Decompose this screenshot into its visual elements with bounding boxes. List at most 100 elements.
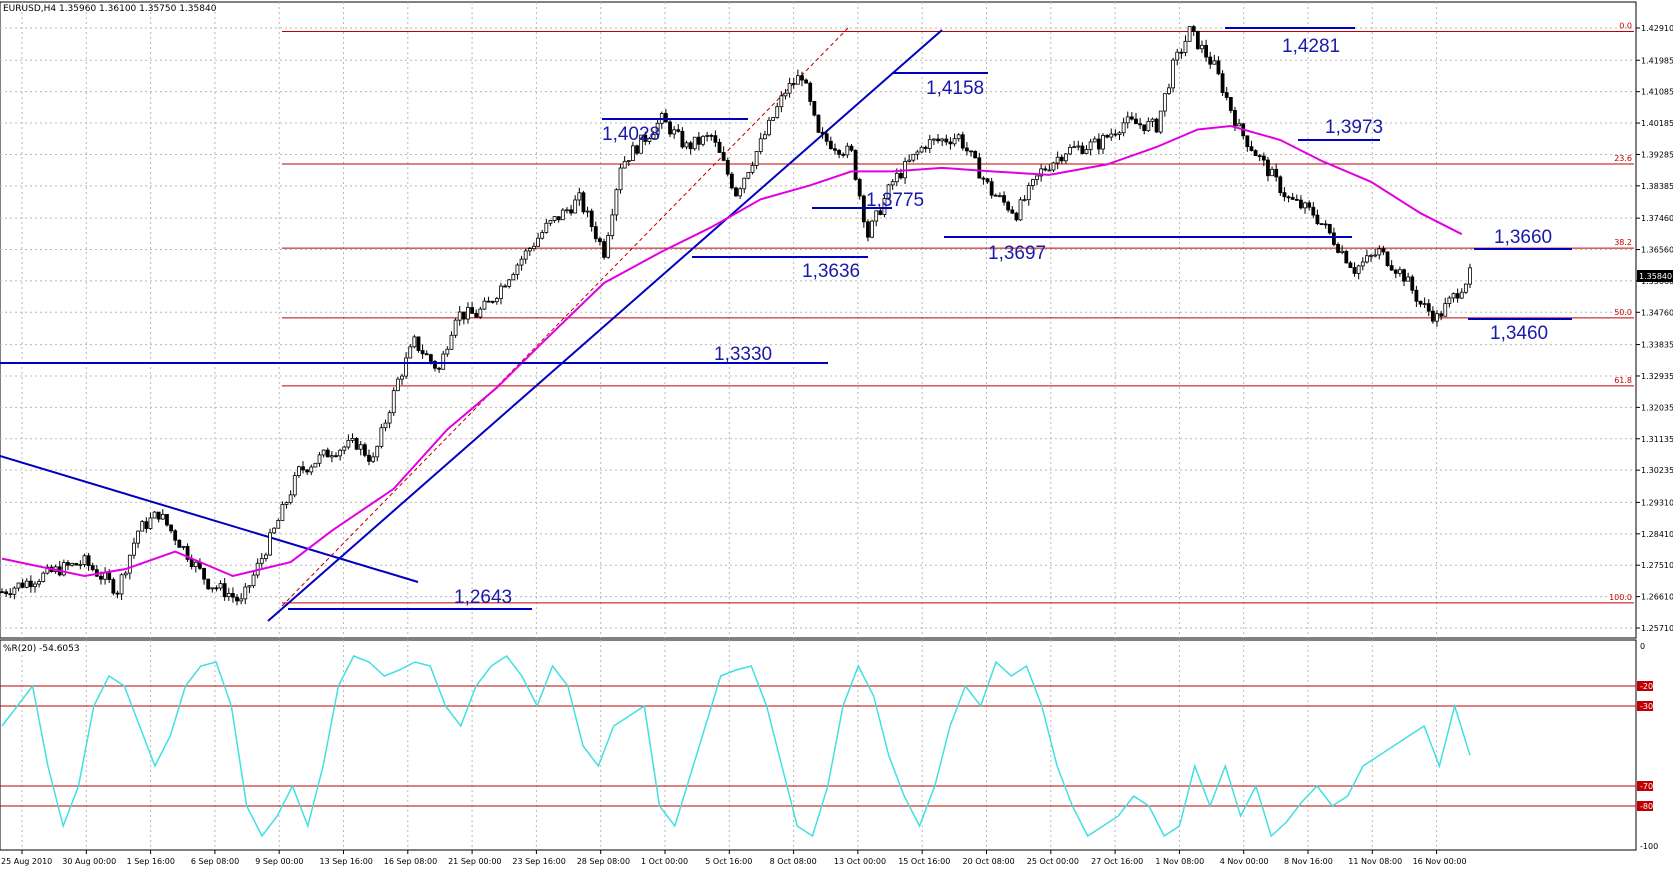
- candle-body: [33, 583, 37, 588]
- candle-body: [993, 194, 998, 197]
- candle-body: [206, 578, 211, 590]
- candle-body: [210, 587, 215, 590]
- candle-body: [820, 131, 825, 135]
- candle-body: [804, 79, 809, 84]
- candle-body: [1208, 56, 1213, 65]
- candle-body: [1080, 145, 1085, 154]
- candle-body: [136, 530, 140, 544]
- candle-body: [651, 133, 656, 139]
- x-tick-label: 20 Oct 08:00: [963, 857, 1015, 866]
- candle-body: [1006, 201, 1011, 211]
- candle-body: [123, 572, 128, 576]
- candle-body: [466, 307, 470, 320]
- candle-body: [1319, 223, 1324, 225]
- x-tick-label: 21 Sep 00:00: [448, 857, 501, 866]
- osc-tick-label: -80: [1640, 802, 1653, 811]
- candle-body: [177, 539, 182, 548]
- candle-body: [342, 446, 347, 451]
- candle-body: [490, 300, 495, 303]
- price-candles: [0, 25, 1472, 606]
- candle-body: [82, 555, 87, 565]
- candle-body: [1414, 289, 1419, 302]
- candle-body: [1430, 310, 1435, 322]
- osc-tick-label: -20: [1640, 682, 1653, 691]
- candle-body: [1175, 51, 1180, 61]
- candle-body: [1167, 87, 1171, 95]
- candle-body: [247, 585, 252, 588]
- level-label-13460: 1,3460: [1490, 323, 1548, 344]
- candle-body: [886, 184, 891, 199]
- candle-body: [1051, 162, 1056, 171]
- candle-body: [499, 285, 503, 299]
- candle-body: [965, 147, 969, 152]
- candle-body: [1010, 209, 1015, 214]
- candle-body: [1171, 59, 1176, 89]
- candle-body: [1274, 168, 1279, 178]
- candle-body: [1397, 269, 1402, 274]
- candle-body: [1360, 261, 1365, 267]
- candle-body: [833, 148, 837, 151]
- osc-tick-label: 0: [1640, 642, 1645, 651]
- candle-body: [354, 438, 359, 450]
- candle-body: [292, 475, 297, 496]
- candle-body: [1088, 141, 1093, 150]
- candle-body: [1294, 198, 1299, 201]
- candle-body: [771, 117, 776, 121]
- candle-body: [1026, 185, 1031, 201]
- candle-body: [717, 141, 722, 153]
- candle-body: [1109, 133, 1114, 138]
- candle-body: [758, 138, 763, 152]
- candle-body: [1323, 223, 1328, 226]
- candle-body: [391, 390, 396, 414]
- x-tick-label: 11 Nov 08:00: [1348, 857, 1402, 866]
- candle-body: [1410, 276, 1415, 291]
- grid: [0, 2, 1634, 850]
- candle-body: [362, 444, 367, 456]
- y-tick-label: 1.32935: [1641, 372, 1673, 381]
- candle-body: [1101, 135, 1105, 150]
- candle-body: [585, 210, 590, 213]
- x-tick-label: 16 Sep 08:00: [384, 857, 437, 866]
- candle-body: [684, 142, 689, 148]
- candle-body: [1385, 251, 1390, 267]
- candle-body: [165, 514, 169, 526]
- candle-body: [631, 145, 635, 161]
- candle-body: [115, 592, 120, 595]
- candle-body: [915, 151, 920, 155]
- candle-body: [259, 558, 264, 564]
- candle-body: [1154, 118, 1159, 133]
- candle-body: [866, 221, 870, 238]
- y-tick-label: 1.41085: [1641, 88, 1673, 97]
- candle-body: [424, 353, 429, 356]
- candle-body: [1237, 123, 1241, 127]
- candle-body: [523, 250, 528, 260]
- candle-body: [655, 122, 660, 135]
- candle-body: [573, 199, 578, 214]
- candle-body: [1129, 116, 1134, 120]
- candle-body: [156, 511, 161, 520]
- williams-r-line: [1, 654, 1471, 838]
- candle-body: [705, 134, 710, 137]
- candle-body: [940, 138, 945, 142]
- candle-body: [313, 462, 318, 468]
- candle-body: [569, 209, 573, 214]
- candle-body: [507, 279, 512, 287]
- candle-body: [239, 598, 244, 602]
- candle-body: [1076, 145, 1081, 148]
- candle-body: [1022, 199, 1027, 202]
- candle-body: [1105, 135, 1110, 138]
- candle-body: [948, 141, 953, 145]
- candle-body: [927, 139, 932, 149]
- candle-body: [1352, 267, 1357, 274]
- candle-body: [519, 258, 524, 266]
- candle-body: [107, 572, 112, 580]
- candle-body: [461, 311, 466, 320]
- candle-body: [1134, 118, 1138, 125]
- candle-body: [1307, 202, 1312, 208]
- level-label-14158: 1,4158: [926, 78, 984, 99]
- candle-body: [24, 580, 29, 588]
- candle-body: [767, 119, 771, 136]
- candle-body: [750, 164, 755, 173]
- candle-body: [1278, 176, 1283, 194]
